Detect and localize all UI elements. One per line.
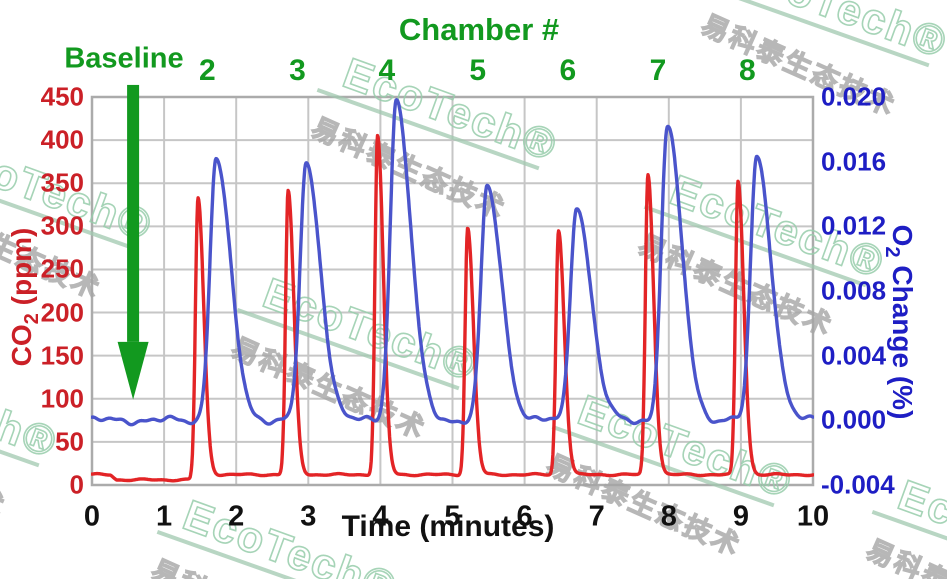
baseline-annotation-label: Baseline <box>64 42 184 75</box>
y-left-tick: 50 <box>55 426 84 457</box>
x-tick: 6 <box>516 500 533 533</box>
x-tick: 3 <box>300 500 317 533</box>
x-tick: 8 <box>660 500 677 533</box>
x-tick: 9 <box>732 500 749 533</box>
chamber-number-label: 8 <box>739 54 756 87</box>
y-left-tick: 250 <box>40 253 84 284</box>
y-left-tick: 0 <box>69 469 84 500</box>
x-tick: 7 <box>588 500 605 533</box>
y-left-tick: 450 <box>40 81 84 112</box>
chamber-number-label: 7 <box>649 54 667 87</box>
y-right-label-text: O <box>886 224 918 247</box>
y-right-label-unit: Change (%) <box>886 257 918 420</box>
x-tick: 1 <box>156 500 173 533</box>
y-axis-label-o2: O2 Change (%) <box>880 225 918 420</box>
y-left-tick: 300 <box>40 210 84 241</box>
x-tick: 5 <box>444 500 461 533</box>
chamber-number-label: 2 <box>199 54 216 87</box>
y-right-tick: -0.004 <box>821 469 895 500</box>
chamber-number-label: 4 <box>378 54 396 87</box>
y-right-tick: 0.016 <box>821 146 887 177</box>
chamber-number-label: 3 <box>289 54 306 87</box>
y-left-tick: 400 <box>40 124 84 155</box>
x-tick: 4 <box>372 500 389 533</box>
chamber-number-label: 5 <box>469 54 487 87</box>
y-right-tick: 0.004 <box>821 340 887 371</box>
y-left-tick: 100 <box>40 383 84 414</box>
chamber-number-label: 6 <box>559 54 577 87</box>
y-right-tick: 0.008 <box>821 275 887 306</box>
chart-title: Chamber # <box>398 12 560 47</box>
y-left-tick: 200 <box>40 297 84 328</box>
x-tick: 0 <box>83 500 101 533</box>
y-right-tick: 0.000 <box>821 404 887 435</box>
x-axis-label: Time (minutes) <box>341 510 555 543</box>
y-right-label-subscript: 2 <box>881 246 904 258</box>
y-left-tick: 150 <box>40 340 84 371</box>
x-tick: 2 <box>228 500 245 533</box>
y-right-tick: 0.020 <box>821 81 887 112</box>
y-left-tick: 350 <box>40 167 84 198</box>
y-right-tick: 0.012 <box>821 210 887 241</box>
x-tick: 10 <box>796 500 830 533</box>
